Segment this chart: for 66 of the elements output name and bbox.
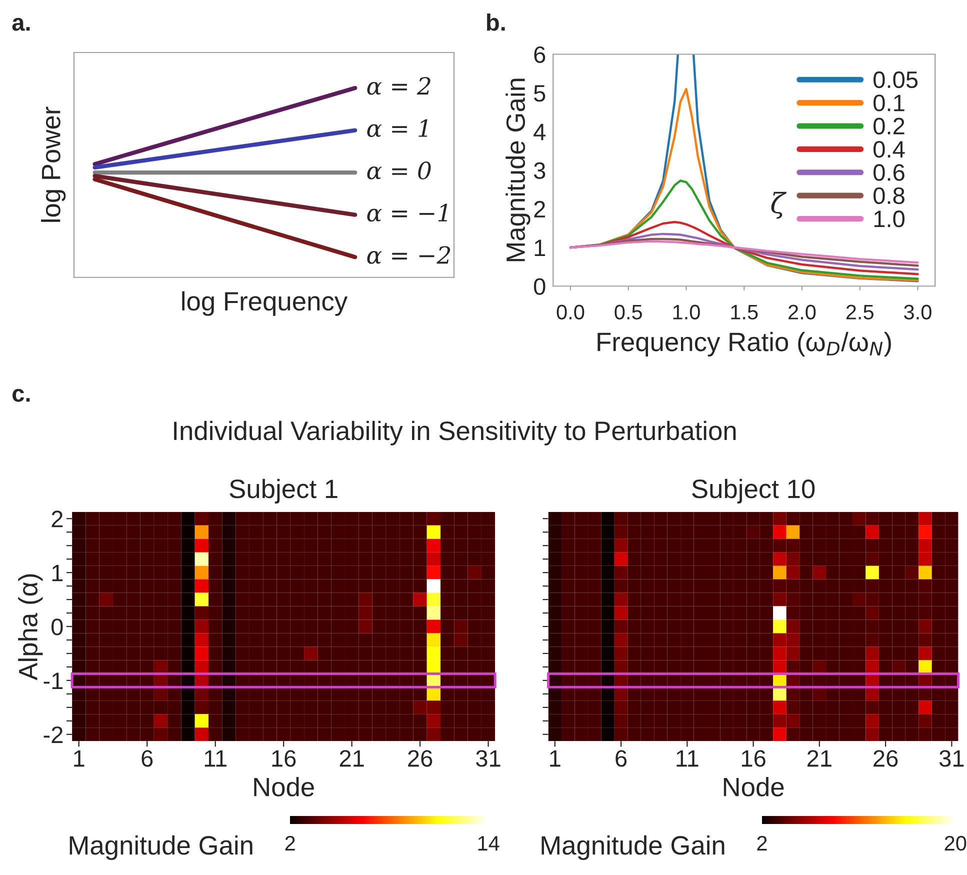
series-label: α = 0 — [367, 162, 431, 180]
x-tick-label: 1.5 — [731, 304, 758, 320]
y-tick-label: 1 — [52, 564, 63, 582]
y-axis-title: Magnitude Gain — [506, 78, 530, 262]
legend-label: 0.05 — [874, 71, 918, 88]
x-tick-label: 21 — [807, 750, 832, 767]
text: Individual Variability in Sensitivity to Perturbation — [174, 420, 736, 446]
y-axis-title: log Power — [41, 106, 66, 222]
x-tick-label: 11 — [204, 750, 226, 767]
color-bar-label: 14 — [478, 836, 500, 850]
line-series — [569, 180, 919, 280]
x-axis-title: Frequency Ratio (ω$_{D}$/ω$_{N}$) — [598, 332, 891, 357]
legend-label: 0.6 — [874, 164, 904, 181]
y-tick-label: 0 — [534, 278, 546, 295]
color-bar-title: Magnitude Gain — [70, 835, 252, 860]
y-tick-label: 6 — [534, 46, 546, 64]
y-tick-label: 0 — [52, 618, 63, 636]
color-bar-label: 20 — [944, 836, 966, 851]
x-axis-title: Node — [254, 777, 314, 796]
y-tick-label: 1 — [534, 240, 546, 256]
x-tick-label: 16 — [742, 750, 766, 767]
y-tick-label: 4 — [534, 124, 546, 140]
x-tick-label: 31 — [476, 750, 500, 767]
text: c. — [12, 388, 30, 402]
x-tick-label: 1 — [550, 750, 560, 767]
x-tick-label: 16 — [272, 750, 296, 767]
x-tick-label: 6 — [616, 750, 627, 767]
series-label: α = −2 — [367, 246, 450, 264]
series-label: α = 1 — [367, 119, 428, 138]
x-tick-label: 21 — [340, 750, 364, 767]
y-tick-label: 5 — [534, 85, 546, 102]
color-bar-label: 2 — [285, 836, 295, 850]
x-tick-label: 11 — [676, 750, 698, 767]
color-bar-label: 2 — [757, 836, 767, 850]
x-axis-title: log Frequency — [182, 291, 348, 316]
x-tick-label: 0.0 — [556, 304, 584, 320]
color-bar-title: Magnitude Gain — [542, 835, 724, 860]
legend-label: 0.8 — [874, 187, 904, 204]
y-tick-label: 2 — [534, 200, 545, 218]
y-axis-title: Alpha (α) — [18, 574, 43, 680]
x-tick-label: 1.0 — [673, 304, 700, 320]
legend-label: 0.2 — [874, 118, 904, 134]
text: b. — [486, 13, 505, 31]
text: a. — [12, 18, 30, 31]
chart-title: Subject 1 — [230, 478, 338, 504]
x-tick-label: 31 — [939, 750, 964, 767]
y-tick-label: 2 — [52, 510, 63, 528]
y-tick-label: -1 — [44, 672, 63, 689]
x-tick-label: 26 — [874, 750, 898, 767]
legend-title: ζ — [771, 192, 787, 219]
legend-label: 1.0 — [874, 210, 905, 228]
legend-label: 0.1 — [874, 94, 904, 112]
x-tick-label: 0.5 — [614, 304, 642, 320]
x-tick-label: 3.0 — [904, 304, 932, 320]
series-label: α = 2 — [367, 77, 430, 95]
x-tick-label: 1 — [74, 750, 84, 767]
y-tick-label: -2 — [44, 726, 63, 743]
x-tick-label: 6 — [142, 750, 153, 767]
chart-title: Subject 10 — [692, 478, 815, 504]
series-label: α = −1 — [367, 204, 448, 222]
x-tick-label: 2.0 — [788, 304, 816, 320]
y-tick-label: 3 — [534, 162, 546, 179]
x-tick-label: 2.5 — [846, 304, 874, 320]
x-axis-title: Node — [724, 777, 784, 796]
x-tick-label: 26 — [408, 750, 432, 767]
legend-label: 0.4 — [874, 140, 905, 158]
